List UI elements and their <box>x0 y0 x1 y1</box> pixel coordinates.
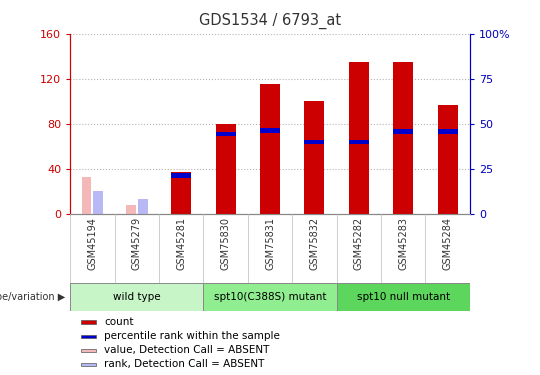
Bar <box>138 199 147 214</box>
Bar <box>171 172 191 214</box>
Bar <box>437 129 457 134</box>
Text: GSM45283: GSM45283 <box>398 217 408 270</box>
Bar <box>260 128 280 133</box>
Bar <box>437 105 457 214</box>
Bar <box>82 177 91 214</box>
Text: spt10 null mutant: spt10 null mutant <box>356 292 450 302</box>
Text: GSM45194: GSM45194 <box>87 217 97 270</box>
Bar <box>215 124 235 214</box>
Bar <box>215 132 235 136</box>
Text: GSM45279: GSM45279 <box>132 217 142 270</box>
Bar <box>305 140 325 144</box>
Bar <box>393 62 413 214</box>
Bar <box>93 191 103 214</box>
Text: rank, Detection Call = ABSENT: rank, Detection Call = ABSENT <box>104 359 264 369</box>
Bar <box>349 140 369 144</box>
Text: percentile rank within the sample: percentile rank within the sample <box>104 331 280 341</box>
Text: GDS1534 / 6793_at: GDS1534 / 6793_at <box>199 13 341 29</box>
Text: GSM45284: GSM45284 <box>443 217 453 270</box>
Bar <box>171 173 191 178</box>
Text: GSM75830: GSM75830 <box>221 217 231 270</box>
Bar <box>349 62 369 214</box>
Bar <box>260 84 280 214</box>
Bar <box>81 334 96 338</box>
FancyBboxPatch shape <box>336 283 470 311</box>
Bar <box>305 101 325 214</box>
Text: GSM45281: GSM45281 <box>176 217 186 270</box>
FancyBboxPatch shape <box>70 283 204 311</box>
Text: count: count <box>104 317 133 327</box>
Bar <box>81 363 96 366</box>
Bar <box>81 321 96 324</box>
Text: wild type: wild type <box>113 292 160 302</box>
Text: value, Detection Call = ABSENT: value, Detection Call = ABSENT <box>104 345 269 355</box>
Bar <box>81 349 96 352</box>
Text: GSM75831: GSM75831 <box>265 217 275 270</box>
Bar <box>126 205 136 214</box>
Text: GSM45282: GSM45282 <box>354 217 364 270</box>
FancyBboxPatch shape <box>204 283 336 311</box>
Text: GSM75832: GSM75832 <box>309 217 319 270</box>
Bar <box>393 129 413 134</box>
Text: spt10(C388S) mutant: spt10(C388S) mutant <box>214 292 326 302</box>
Text: genotype/variation ▶: genotype/variation ▶ <box>0 292 65 302</box>
